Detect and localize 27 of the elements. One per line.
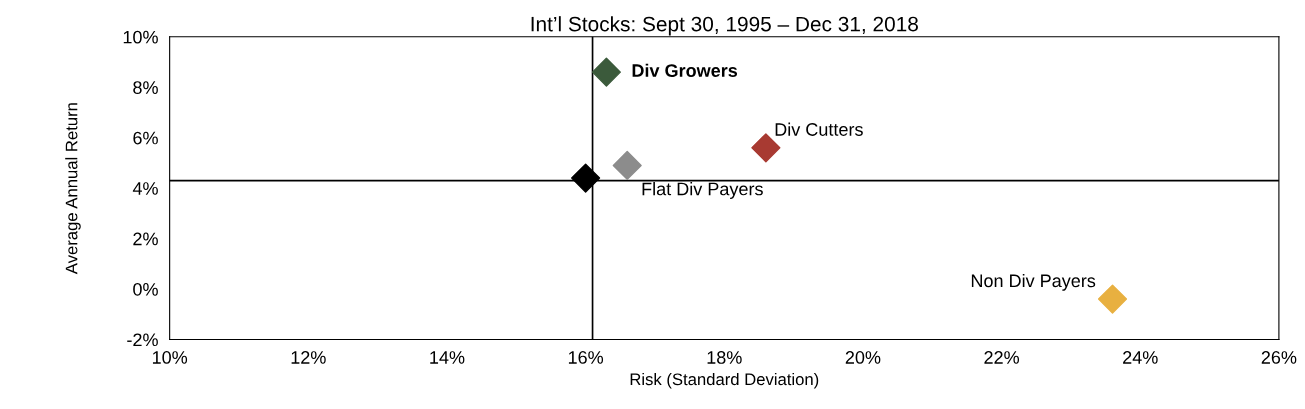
series-label: Div Cutters bbox=[775, 122, 863, 136]
x-tick-label: 12% bbox=[291, 351, 326, 364]
point bbox=[591, 57, 622, 87]
chart-title: Int’l Stocks: Sept 30, 1995 – Dec 31, 2018 bbox=[531, 16, 918, 36]
x-tick-label: 16% bbox=[568, 351, 604, 364]
point bbox=[571, 163, 601, 193]
x-tick-label: 22% bbox=[984, 351, 1020, 364]
y-tick-label: 6% bbox=[133, 131, 158, 145]
y-tick-label: 8% bbox=[133, 81, 158, 94]
point bbox=[612, 150, 642, 181]
x-tick-label: 24% bbox=[1123, 351, 1158, 364]
x-tick-label: 20% bbox=[845, 351, 881, 364]
x-axis-title: Risk (Standard Deviation) bbox=[630, 372, 819, 389]
y-tick-label: 2% bbox=[133, 232, 158, 246]
series-label: Div Growers bbox=[632, 63, 738, 77]
x-tick-label: 26% bbox=[1261, 351, 1297, 364]
y-tick-label: 10% bbox=[123, 30, 158, 44]
series-label: Flat Div Payers bbox=[642, 182, 763, 199]
y-tick-label: 4% bbox=[132, 182, 158, 195]
y-axis-title: Average Annual Return bbox=[65, 103, 81, 275]
x-tick-label: 18% bbox=[707, 351, 742, 364]
series-label: Non Div Payers bbox=[971, 273, 1096, 291]
y-tick-label: 0% bbox=[133, 282, 158, 296]
y-tick-label: -2% bbox=[127, 333, 158, 347]
x-tick-label: 10% bbox=[152, 351, 188, 364]
x-tick-label: 14% bbox=[430, 351, 465, 364]
point bbox=[1097, 284, 1128, 314]
